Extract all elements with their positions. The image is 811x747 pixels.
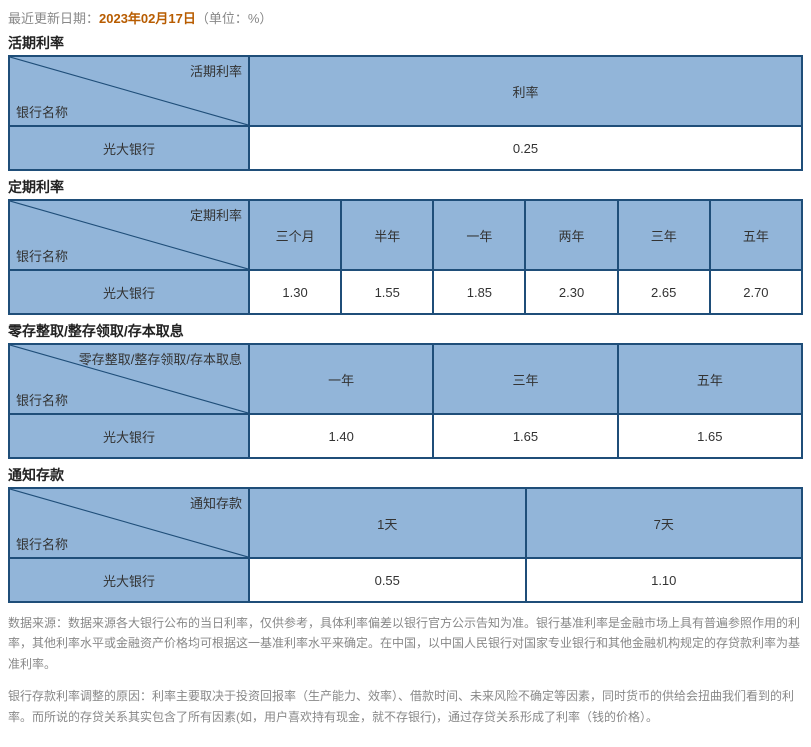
col-header: 7天 <box>526 488 803 558</box>
col-header: 一年 <box>433 200 525 270</box>
section-title-notice: 通知存款 <box>8 465 803 485</box>
col-header: 三年 <box>618 200 710 270</box>
diag-bottom-label: 银行名称 <box>16 246 68 265</box>
diag-bottom-label: 银行名称 <box>16 534 68 553</box>
diag-cell-fixed: 定期利率 银行名称 <box>9 200 249 270</box>
diag-cell-demand: 活期利率 银行名称 <box>9 56 249 126</box>
diag-bottom-label: 银行名称 <box>16 390 68 409</box>
diag-top-label: 零存整取/整存领取/存本取息 <box>79 349 242 368</box>
diag-top-label: 定期利率 <box>190 205 242 224</box>
value-cell: 0.25 <box>249 126 802 170</box>
footnote-para: 数据来源：数据来源各大银行公布的当日利率，仅供参考，具体利率偏差以银行官方公示告… <box>8 613 803 674</box>
update-prefix: 最近更新日期： <box>8 11 99 26</box>
table-notice: 通知存款 银行名称 1天 7天 光大银行 0.55 1.10 <box>8 487 803 603</box>
value-cell: 1.85 <box>433 270 525 314</box>
value-cell: 1.30 <box>249 270 341 314</box>
col-header: 一年 <box>249 344 433 414</box>
section-title-demand: 活期利率 <box>8 33 803 53</box>
diag-top-label: 通知存款 <box>190 493 242 512</box>
footnotes: 数据来源：数据来源各大银行公布的当日利率，仅供参考，具体利率偏差以银行官方公示告… <box>8 613 803 727</box>
value-cell: 1.65 <box>618 414 802 458</box>
table-partial: 零存整取/整存领取/存本取息 银行名称 一年 三年 五年 光大银行 1.40 1… <box>8 343 803 459</box>
bank-name-cell: 光大银行 <box>9 126 249 170</box>
value-cell: 0.55 <box>249 558 526 602</box>
col-header: 半年 <box>341 200 433 270</box>
diag-cell-notice: 通知存款 银行名称 <box>9 488 249 558</box>
col-header: 五年 <box>710 200 802 270</box>
value-cell: 2.30 <box>525 270 617 314</box>
bank-name-cell: 光大银行 <box>9 414 249 458</box>
diag-top-label: 活期利率 <box>190 61 242 80</box>
col-header: 两年 <box>525 200 617 270</box>
update-date: 2023年02月17日 <box>99 11 196 26</box>
value-cell: 1.10 <box>526 558 803 602</box>
table-demand: 活期利率 银行名称 利率 光大银行 0.25 <box>8 55 803 171</box>
col-header: 五年 <box>618 344 802 414</box>
table-fixed: 定期利率 银行名称 三个月 半年 一年 两年 三年 五年 光大银行 1.30 1… <box>8 199 803 315</box>
value-cell: 2.70 <box>710 270 802 314</box>
col-header: 三年 <box>433 344 617 414</box>
value-cell: 2.65 <box>618 270 710 314</box>
col-header: 利率 <box>249 56 802 126</box>
footnote-para: 银行存款利率调整的原因：利率主要取决于投资回报率（生产能力、效率）、借款时间、未… <box>8 686 803 727</box>
update-line: 最近更新日期：2023年02月17日（单位：%） <box>8 8 803 27</box>
update-suffix: （单位：%） <box>196 11 273 26</box>
diag-bottom-label: 银行名称 <box>16 102 68 121</box>
value-cell: 1.65 <box>433 414 617 458</box>
diag-cell-partial: 零存整取/整存领取/存本取息 银行名称 <box>9 344 249 414</box>
value-cell: 1.40 <box>249 414 433 458</box>
bank-name-cell: 光大银行 <box>9 558 249 602</box>
section-title-partial: 零存整取/整存领取/存本取息 <box>8 321 803 341</box>
value-cell: 1.55 <box>341 270 433 314</box>
bank-name-cell: 光大银行 <box>9 270 249 314</box>
col-header: 三个月 <box>249 200 341 270</box>
section-title-fixed: 定期利率 <box>8 177 803 197</box>
col-header: 1天 <box>249 488 526 558</box>
